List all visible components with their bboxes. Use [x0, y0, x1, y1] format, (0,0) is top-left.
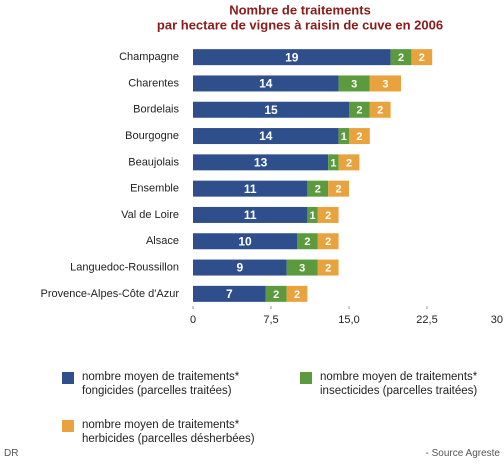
bar-label: 9: [236, 261, 243, 275]
y-tick-label: Val de Loire: [121, 209, 179, 221]
bar-segment: [193, 101, 349, 118]
bar-segment: [369, 101, 391, 118]
bar-label: 2: [356, 131, 362, 143]
x-tick-label: 15,0: [338, 314, 359, 326]
bar-segment: [193, 180, 308, 197]
bar-label: 2: [336, 184, 342, 196]
legend-swatch: [62, 420, 74, 432]
bar-label: 1: [330, 157, 336, 169]
bar-label: 19: [285, 50, 299, 64]
credit: DR: [4, 448, 19, 459]
bar-label: 3: [382, 78, 388, 90]
bar-label: 7: [226, 287, 233, 301]
bar-label: 14: [259, 129, 273, 143]
legend-label: nombre moyen de traitements* fongicides …: [82, 371, 240, 397]
bar-label: 2: [315, 184, 321, 196]
x-tick-label: 0: [190, 314, 196, 326]
bar-segment: [390, 49, 412, 66]
bar-label: 14: [259, 77, 273, 91]
bar-segment: [369, 75, 401, 92]
bar-segment: [297, 233, 318, 250]
bar-label: 3: [351, 78, 357, 90]
y-tick-label: Provence-Alpes-Côte d'Azur: [41, 288, 180, 300]
bar-label: 11: [244, 208, 257, 222]
bar-label: 2: [346, 157, 352, 169]
bar-segment: [317, 206, 339, 223]
bar-label: 2: [325, 262, 331, 274]
bar-label: 15: [264, 103, 278, 117]
y-tick-label: Languedoc-Roussillon: [70, 261, 179, 273]
bar-segment: [286, 285, 308, 302]
bar-label: 10: [238, 234, 252, 248]
bar-label: 1: [341, 131, 347, 143]
bar-label: 13: [254, 156, 268, 170]
bar-label: 1: [310, 210, 316, 222]
y-tick-label: Beaujolais: [128, 156, 179, 168]
bar-segment: [193, 285, 266, 302]
bar-segment: [338, 128, 349, 145]
bar-label: 2: [325, 210, 331, 222]
bar-segment: [286, 259, 318, 276]
bar-segment: [193, 49, 391, 66]
bar-label: 2: [398, 52, 404, 64]
bar-label: 2: [304, 236, 310, 248]
y-tick-label: Champagne: [119, 51, 179, 63]
legend-label: nombre moyen de traitements* herbicides …: [82, 419, 255, 445]
y-tick-label: Charentes: [128, 77, 179, 89]
x-tick-label: 22,5: [416, 314, 437, 326]
legend-label: nombre moyen de traitements* insecticide…: [320, 371, 478, 397]
chart: Nombre de traitements par hectare de vig…: [41, 2, 503, 326]
chart-title: Nombre de traitements: [229, 2, 371, 17]
bar-segment: [317, 259, 339, 276]
bar-segment: [328, 180, 349, 197]
bar-segment: [193, 154, 329, 171]
bar-segment: [411, 49, 433, 66]
bar-segment: [349, 101, 370, 118]
y-tick-label: Alsace: [146, 235, 179, 247]
bar-segment: [193, 233, 297, 250]
bar-segment: [307, 206, 318, 223]
bar-segment: [265, 285, 287, 302]
bar-label: 2: [377, 105, 383, 117]
source: - Source Agreste: [425, 448, 500, 459]
bar-segment: [338, 154, 360, 171]
y-tick-label: Bordelais: [133, 104, 179, 116]
bar-label: 2: [294, 289, 300, 301]
bar-segment: [193, 206, 308, 223]
bar-segment: [193, 128, 339, 145]
legend-swatch: [62, 372, 74, 384]
bar-segment: [317, 233, 339, 250]
bar-segment: [328, 154, 339, 171]
bar-segment: [193, 259, 287, 276]
chart-subtitle: par hectare de vignes à raisin de cuve e…: [157, 17, 443, 32]
bar-label: 2: [356, 105, 362, 117]
bar-label: 2: [273, 289, 279, 301]
bar-label: 3: [299, 262, 305, 274]
bar-segment: [338, 75, 370, 92]
bar-segment: [193, 75, 339, 92]
bar-segment: [307, 180, 329, 197]
bar-label: 11: [244, 182, 257, 196]
x-tick-label: 30: [491, 314, 503, 326]
legend-swatch: [300, 372, 312, 384]
x-tick-label: 7,5: [263, 314, 278, 326]
bar-label: 2: [325, 236, 331, 248]
y-tick-label: Ensemble: [130, 183, 179, 195]
bar-segment: [349, 128, 370, 145]
bar-label: 2: [419, 52, 425, 64]
y-tick-label: Bourgogne: [125, 130, 179, 142]
